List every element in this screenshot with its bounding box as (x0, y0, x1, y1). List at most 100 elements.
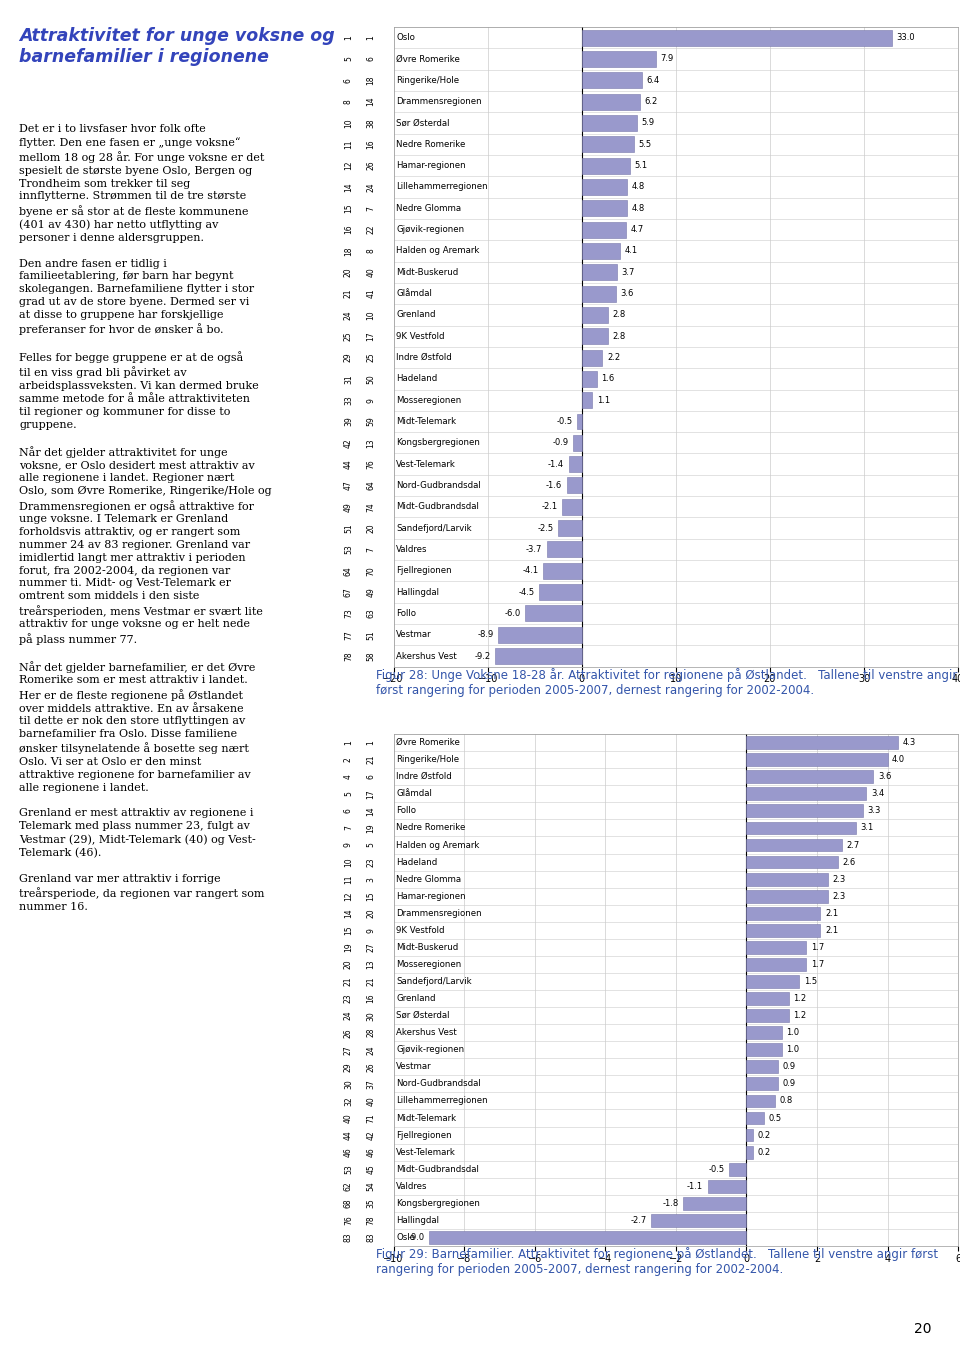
Text: 44: 44 (344, 1130, 353, 1140)
Text: 49: 49 (344, 502, 353, 512)
Text: 6.4: 6.4 (646, 75, 660, 85)
Text: 74: 74 (367, 502, 375, 512)
Text: 7: 7 (367, 547, 375, 552)
Bar (747, 975, 800, 987)
Text: 5: 5 (344, 792, 353, 796)
Bar (568, 457, 582, 473)
Text: 51: 51 (344, 524, 353, 533)
Text: 20: 20 (367, 908, 375, 919)
Text: 58: 58 (367, 652, 375, 661)
Text: 10: 10 (344, 857, 353, 867)
Text: Kongsbergregionen: Kongsbergregionen (396, 1199, 480, 1208)
Text: Valdres: Valdres (396, 546, 428, 554)
Text: Midt-Telemark: Midt-Telemark (396, 1114, 457, 1122)
Bar (747, 737, 899, 749)
Text: 5.1: 5.1 (635, 162, 647, 170)
Text: 1: 1 (344, 741, 353, 745)
Text: 28: 28 (367, 1028, 375, 1037)
Text: 0.9: 0.9 (782, 1063, 796, 1071)
Text: 16: 16 (367, 994, 375, 1004)
Text: 32: 32 (344, 1096, 353, 1106)
Text: 42: 42 (367, 1130, 375, 1140)
Text: 20: 20 (367, 524, 375, 533)
Bar (747, 855, 838, 869)
Bar (540, 585, 582, 601)
Text: Nedre Glomma: Nedre Glomma (396, 203, 462, 213)
Text: Grenland: Grenland (396, 994, 436, 1004)
Text: 4.8: 4.8 (632, 203, 645, 213)
Text: 9: 9 (344, 843, 353, 847)
Text: 33.0: 33.0 (897, 34, 916, 42)
Text: Sør Østerdal: Sør Østerdal (396, 119, 450, 128)
Text: 7.9: 7.9 (660, 54, 674, 63)
Text: Sandefjord/Larvik: Sandefjord/Larvik (396, 977, 472, 986)
Bar (498, 626, 582, 643)
Text: 73: 73 (344, 609, 353, 618)
Bar (747, 1060, 779, 1074)
Text: 25: 25 (367, 353, 375, 362)
Text: 1.7: 1.7 (811, 943, 824, 952)
Text: Glåmdal: Glåmdal (396, 290, 432, 298)
Bar (582, 114, 637, 131)
Text: 4.7: 4.7 (631, 225, 644, 234)
Text: Indre Østfold: Indre Østfold (396, 353, 452, 362)
Text: 0.8: 0.8 (780, 1096, 792, 1106)
Text: 20: 20 (914, 1323, 931, 1336)
Text: 1.0: 1.0 (786, 1028, 800, 1037)
Text: -2.1: -2.1 (541, 502, 558, 512)
Bar (566, 477, 582, 493)
Text: 83: 83 (344, 1233, 353, 1242)
Text: Midt-Telemark: Midt-Telemark (396, 418, 457, 426)
Text: -1.4: -1.4 (548, 459, 564, 469)
Text: Grenland: Grenland (396, 310, 436, 319)
Text: 33: 33 (344, 395, 353, 405)
Text: 38: 38 (367, 119, 375, 128)
Text: 5.9: 5.9 (642, 119, 655, 128)
Bar (582, 329, 608, 345)
Text: 37: 37 (367, 1079, 375, 1088)
Text: 1.5: 1.5 (804, 977, 817, 986)
Bar (525, 605, 582, 621)
Text: 14: 14 (344, 908, 353, 919)
Bar (577, 414, 582, 430)
Text: 2: 2 (344, 757, 353, 762)
Text: 13: 13 (367, 959, 375, 970)
Text: 53: 53 (344, 1164, 353, 1175)
Text: Akershus Vest: Akershus Vest (396, 652, 457, 660)
Text: 29: 29 (344, 353, 353, 362)
Text: -2.5: -2.5 (538, 524, 554, 532)
Text: 13: 13 (367, 438, 375, 447)
Text: 70: 70 (367, 566, 375, 575)
Text: 3.7: 3.7 (621, 268, 635, 276)
Text: Halden og Aremark: Halden og Aremark (396, 247, 480, 256)
Text: 27: 27 (344, 1045, 353, 1055)
Bar (582, 201, 627, 217)
Text: 42: 42 (344, 438, 353, 447)
Text: -9.2: -9.2 (474, 652, 491, 660)
Text: 18: 18 (344, 247, 353, 256)
Text: 67: 67 (344, 587, 353, 597)
Bar (747, 958, 806, 971)
Text: 5: 5 (344, 57, 353, 62)
Text: 3.1: 3.1 (860, 823, 874, 832)
Text: 12: 12 (344, 892, 353, 901)
Text: -0.9: -0.9 (553, 438, 568, 447)
Bar (747, 1111, 764, 1125)
Text: Fjellregionen: Fjellregionen (396, 566, 452, 575)
Text: 64: 64 (367, 481, 375, 490)
Text: 7: 7 (367, 206, 375, 210)
Text: Hallingdal: Hallingdal (396, 587, 440, 597)
Text: 2.2: 2.2 (607, 353, 620, 362)
Text: 3.6: 3.6 (878, 772, 891, 781)
Text: 24: 24 (344, 310, 353, 319)
Text: 30: 30 (367, 1010, 375, 1021)
Bar (747, 942, 806, 954)
Text: Drammensregionen: Drammensregionen (396, 97, 482, 106)
Bar (543, 563, 582, 579)
Text: 0.2: 0.2 (758, 1148, 771, 1157)
Text: 21: 21 (367, 977, 375, 986)
Text: 3.3: 3.3 (867, 807, 880, 815)
Bar (747, 804, 863, 818)
Text: 24: 24 (367, 182, 375, 191)
Text: 49: 49 (367, 587, 375, 597)
